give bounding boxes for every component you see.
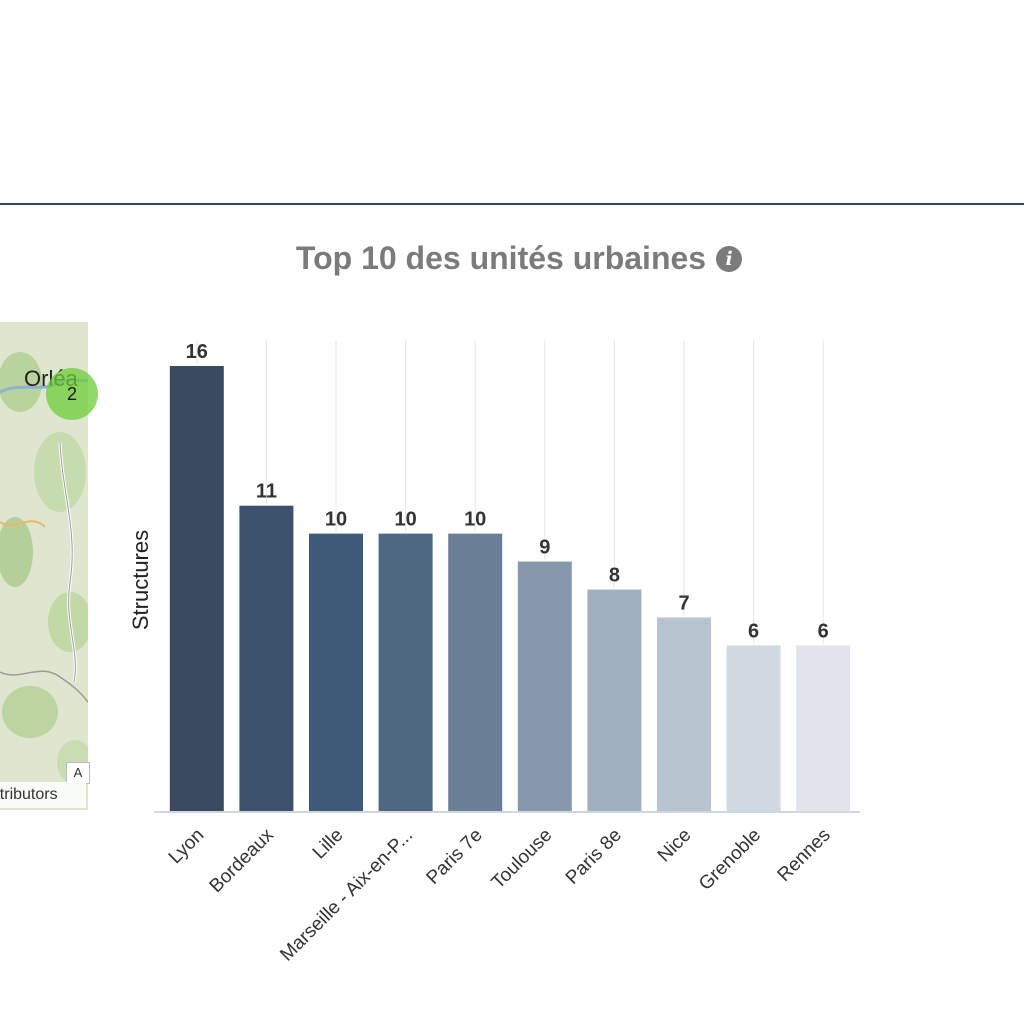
x-tick-label: Rennes (774, 825, 835, 886)
data-label: 10 (464, 509, 486, 531)
data-label: 10 (394, 509, 416, 531)
bar-nice[interactable] (655, 615, 713, 813)
bar-layer (167, 364, 853, 813)
data-label: 7 (678, 592, 689, 614)
x-tick-label: Paris 7e (423, 825, 487, 889)
info-icon[interactable]: i (716, 245, 743, 272)
bar-grenoble[interactable] (724, 643, 783, 813)
data-label-layer: 16 11 10 10 10 9 8 7 6 6 (186, 341, 829, 642)
bar-toulouse[interactable] (515, 559, 574, 813)
data-label: 16 (186, 341, 208, 363)
x-tick-label: Lille (309, 825, 348, 864)
data-label: 6 (818, 620, 829, 642)
chart-title: Top 10 des unités urbaines (295, 240, 707, 276)
x-tick-label: Marseille - Aix-en-P... (276, 825, 417, 966)
bar-bordeaux[interactable] (237, 503, 296, 813)
bar-marseille-aix-en-p[interactable] (376, 531, 435, 813)
bar-lille[interactable] (307, 531, 365, 813)
x-tick-label: Nice (654, 825, 696, 867)
data-label: 6 (748, 620, 759, 642)
map-attribution[interactable]: contributors (0, 782, 86, 808)
bar-paris-7e[interactable] (446, 531, 505, 813)
bar-paris-8e[interactable] (585, 587, 644, 813)
map-cluster-marker[interactable]: 2 (46, 368, 98, 420)
x-tick-label: Bordeaux (206, 824, 279, 897)
x-tick-label: Lyon (165, 825, 208, 868)
y-axis-title: Structures (128, 530, 153, 630)
x-tick-label: Paris 8e (562, 825, 626, 889)
bar-lyon[interactable] (167, 364, 226, 813)
x-tick-label: Toulouse (488, 825, 557, 894)
data-label: 9 (539, 537, 550, 559)
data-label: 11 (256, 481, 277, 503)
bar-rennes[interactable] (794, 643, 853, 813)
data-label: 10 (325, 509, 347, 531)
data-label: 8 (609, 565, 620, 587)
x-tick-label: Grenoble (695, 825, 765, 895)
header-divider (0, 203, 1024, 205)
chart-title-row: Top 10 des unités urbaines i (0, 240, 1024, 277)
